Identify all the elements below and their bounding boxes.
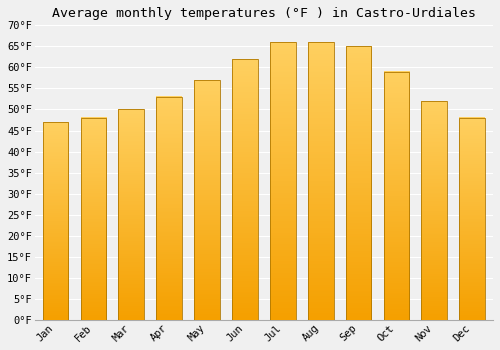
Bar <box>346 46 372 320</box>
Title: Average monthly temperatures (°F ) in Castro-Urdiales: Average monthly temperatures (°F ) in Ca… <box>52 7 476 20</box>
Bar <box>384 72 409 320</box>
Bar <box>422 101 447 320</box>
Bar <box>308 42 334 320</box>
Bar <box>42 122 68 320</box>
Bar <box>232 59 258 320</box>
Bar <box>460 118 485 320</box>
Bar <box>118 110 144 320</box>
Bar <box>80 118 106 320</box>
Bar <box>194 80 220 320</box>
Bar <box>156 97 182 320</box>
Bar <box>270 42 295 320</box>
